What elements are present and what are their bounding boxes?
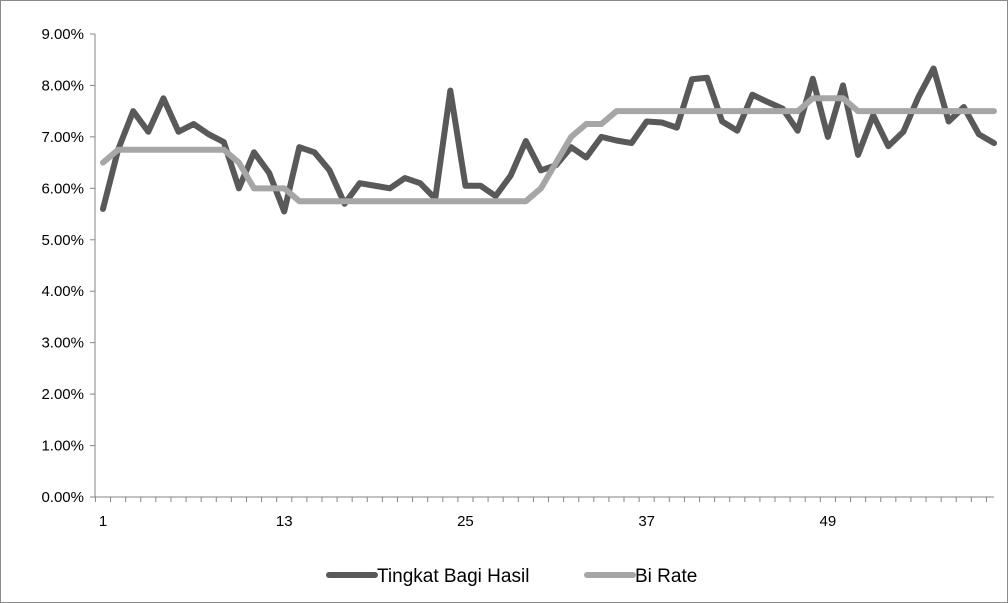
y-tick-label: 1.00% [41,438,84,455]
series-line-bi-rate [100,95,997,205]
x-tick-label: 25 [457,513,474,530]
legend-label: Bi Rate [635,566,697,587]
y-tick-label: 9.00% [41,26,84,43]
y-tick-label: 4.00% [41,283,84,300]
plot-area: 0.00% 1.00% 2.00% 3.00% 4.00% 5.00% 6.00% 7.00%… [41,26,997,587]
x-tick-label: 49 [820,513,837,530]
y-tick-label: 8.00% [41,77,84,94]
y-tick-label: 6.00% [41,180,84,197]
y-tick-label: 3.00% [41,335,84,352]
y-tick-label: 5.00% [41,232,84,249]
series-line-tingkat-bagi-hasil [100,65,997,215]
x-tick-label: 1 [99,513,107,530]
x-tick-label: 37 [638,513,655,530]
y-tick-label: 0.00% [41,489,84,506]
legend-label: Tingkat Bagi Hasil [377,566,529,587]
y-tick-label: 2.00% [41,386,84,403]
y-tick-label: 7.00% [41,129,84,146]
x-tick-label: 13 [276,513,293,530]
